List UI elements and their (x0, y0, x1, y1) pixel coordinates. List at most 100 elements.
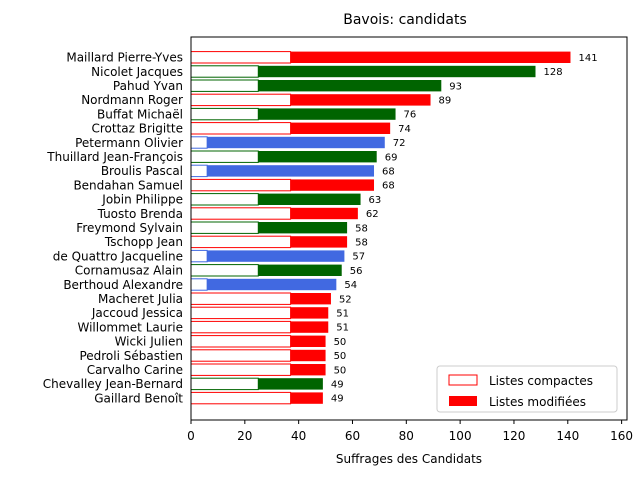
value-label: 57 (352, 252, 365, 263)
category-label: Nicolet Jacques (91, 65, 183, 79)
bar-modified (290, 207, 358, 220)
bar-compact (190, 122, 292, 135)
value-label: 62 (366, 209, 379, 220)
bar-modified (290, 51, 571, 63)
bar-modified (290, 321, 329, 333)
legend-swatch-modified (449, 396, 477, 406)
bar-compact (190, 249, 208, 263)
x-tick-label: 20 (237, 429, 252, 443)
bar-compact (190, 363, 292, 376)
bar-compact (190, 306, 292, 320)
category-label: Petermann Olivier (75, 136, 183, 150)
category-label: Nordmann Roger (81, 93, 183, 107)
category-label: Macheret Julia (98, 292, 183, 306)
category-label: Broulis Pascal (101, 164, 183, 178)
value-label: 58 (355, 223, 368, 234)
bar-modified (290, 307, 329, 319)
x-tick-label: 80 (399, 429, 414, 443)
bar-modified (207, 250, 345, 262)
bar-modified (258, 222, 348, 234)
bar-compact (190, 292, 292, 305)
bar-modified (258, 264, 342, 276)
x-tick-label: 120 (503, 429, 526, 443)
bars-group (190, 51, 571, 405)
category-label: Freymond Sylvain (76, 221, 183, 235)
bar-modified (258, 80, 442, 92)
bar-modified (258, 193, 361, 205)
category-label: Chevalley Jean-Bernard (43, 377, 183, 391)
bar-modified (258, 108, 396, 120)
x-tick-label: 160 (610, 429, 633, 443)
bar-compact (190, 320, 292, 334)
category-label: de Quattro Jacqueline (53, 249, 183, 263)
bar-compact (190, 391, 292, 405)
category-label: Berthoud Alexandre (63, 278, 183, 292)
value-label: 68 (382, 167, 395, 178)
legend-label-modified: Listes modifiées (489, 395, 586, 409)
category-label: Pedroli Sébastien (79, 349, 183, 363)
bar-modified (290, 293, 331, 305)
bar-compact (190, 221, 259, 234)
category-label: Tschopp Jean (104, 235, 183, 249)
bar-compact (190, 107, 259, 121)
category-label: Carvalho Carine (87, 363, 183, 377)
bar-modified (290, 179, 375, 191)
value-label: 52 (339, 294, 352, 305)
category-label: Cornamusaz Alain (75, 264, 183, 278)
bar-modified (258, 151, 377, 163)
value-label: 51 (336, 309, 349, 320)
bar-compact (190, 193, 259, 206)
category-label: Thuillard Jean-François (46, 150, 183, 164)
bar-compact (190, 93, 292, 107)
bar-compact (190, 51, 292, 64)
bar-compact (190, 136, 208, 149)
bar-compact (190, 278, 208, 291)
category-label: Tuosto Brenda (97, 207, 183, 221)
bar-modified (290, 392, 323, 404)
value-label: 76 (404, 110, 417, 121)
plot-frame (190, 36, 628, 421)
bar-compact (190, 349, 292, 362)
value-label: 63 (369, 195, 382, 206)
bar-compact (190, 264, 259, 277)
bar-compact (190, 164, 208, 178)
legend: Listes compactes Listes modifiées (436, 365, 618, 413)
category-label: Wicki Julien (115, 335, 183, 349)
bar-compact (190, 207, 292, 220)
x-axis-ticks: 0 20 40 60 80 100 120 140 160 (187, 420, 633, 443)
value-label: 93 (449, 81, 462, 92)
value-label: 51 (336, 323, 349, 334)
bar-compact (190, 150, 259, 163)
x-tick-label: 40 (291, 429, 306, 443)
bar-modified (290, 122, 391, 134)
legend-label-compact: Listes compactes (489, 374, 593, 388)
bar-compact (190, 235, 292, 249)
value-label: 58 (355, 238, 368, 249)
x-tick-label: 100 (449, 429, 472, 443)
value-label: 74 (398, 124, 411, 135)
value-label: 72 (393, 138, 406, 149)
bar-modified (290, 349, 326, 362)
x-tick-label: 60 (345, 429, 360, 443)
bar-compact (190, 178, 292, 192)
category-label: Pahud Yvan (113, 79, 183, 93)
value-label: 89 (439, 96, 452, 107)
category-label: Crottaz Brigitte (91, 122, 183, 136)
category-label: Jaccoud Jessica (91, 306, 183, 320)
x-tick-label: 0 (187, 429, 195, 443)
bar-modified (290, 236, 348, 248)
value-labels: 1411289389767472696868636258585756545251… (331, 53, 598, 405)
value-label: 54 (344, 280, 357, 291)
bar-modified (207, 278, 337, 291)
value-label: 50 (334, 337, 347, 348)
bar-compact (190, 335, 292, 348)
bar-modified (258, 378, 323, 390)
value-label: 50 (334, 351, 347, 362)
category-label: Buffat Michaël (97, 107, 183, 121)
legend-box (436, 365, 618, 413)
value-label: 50 (334, 365, 347, 376)
category-label: Bendahan Samuel (73, 178, 183, 192)
bar-compact (190, 377, 259, 391)
